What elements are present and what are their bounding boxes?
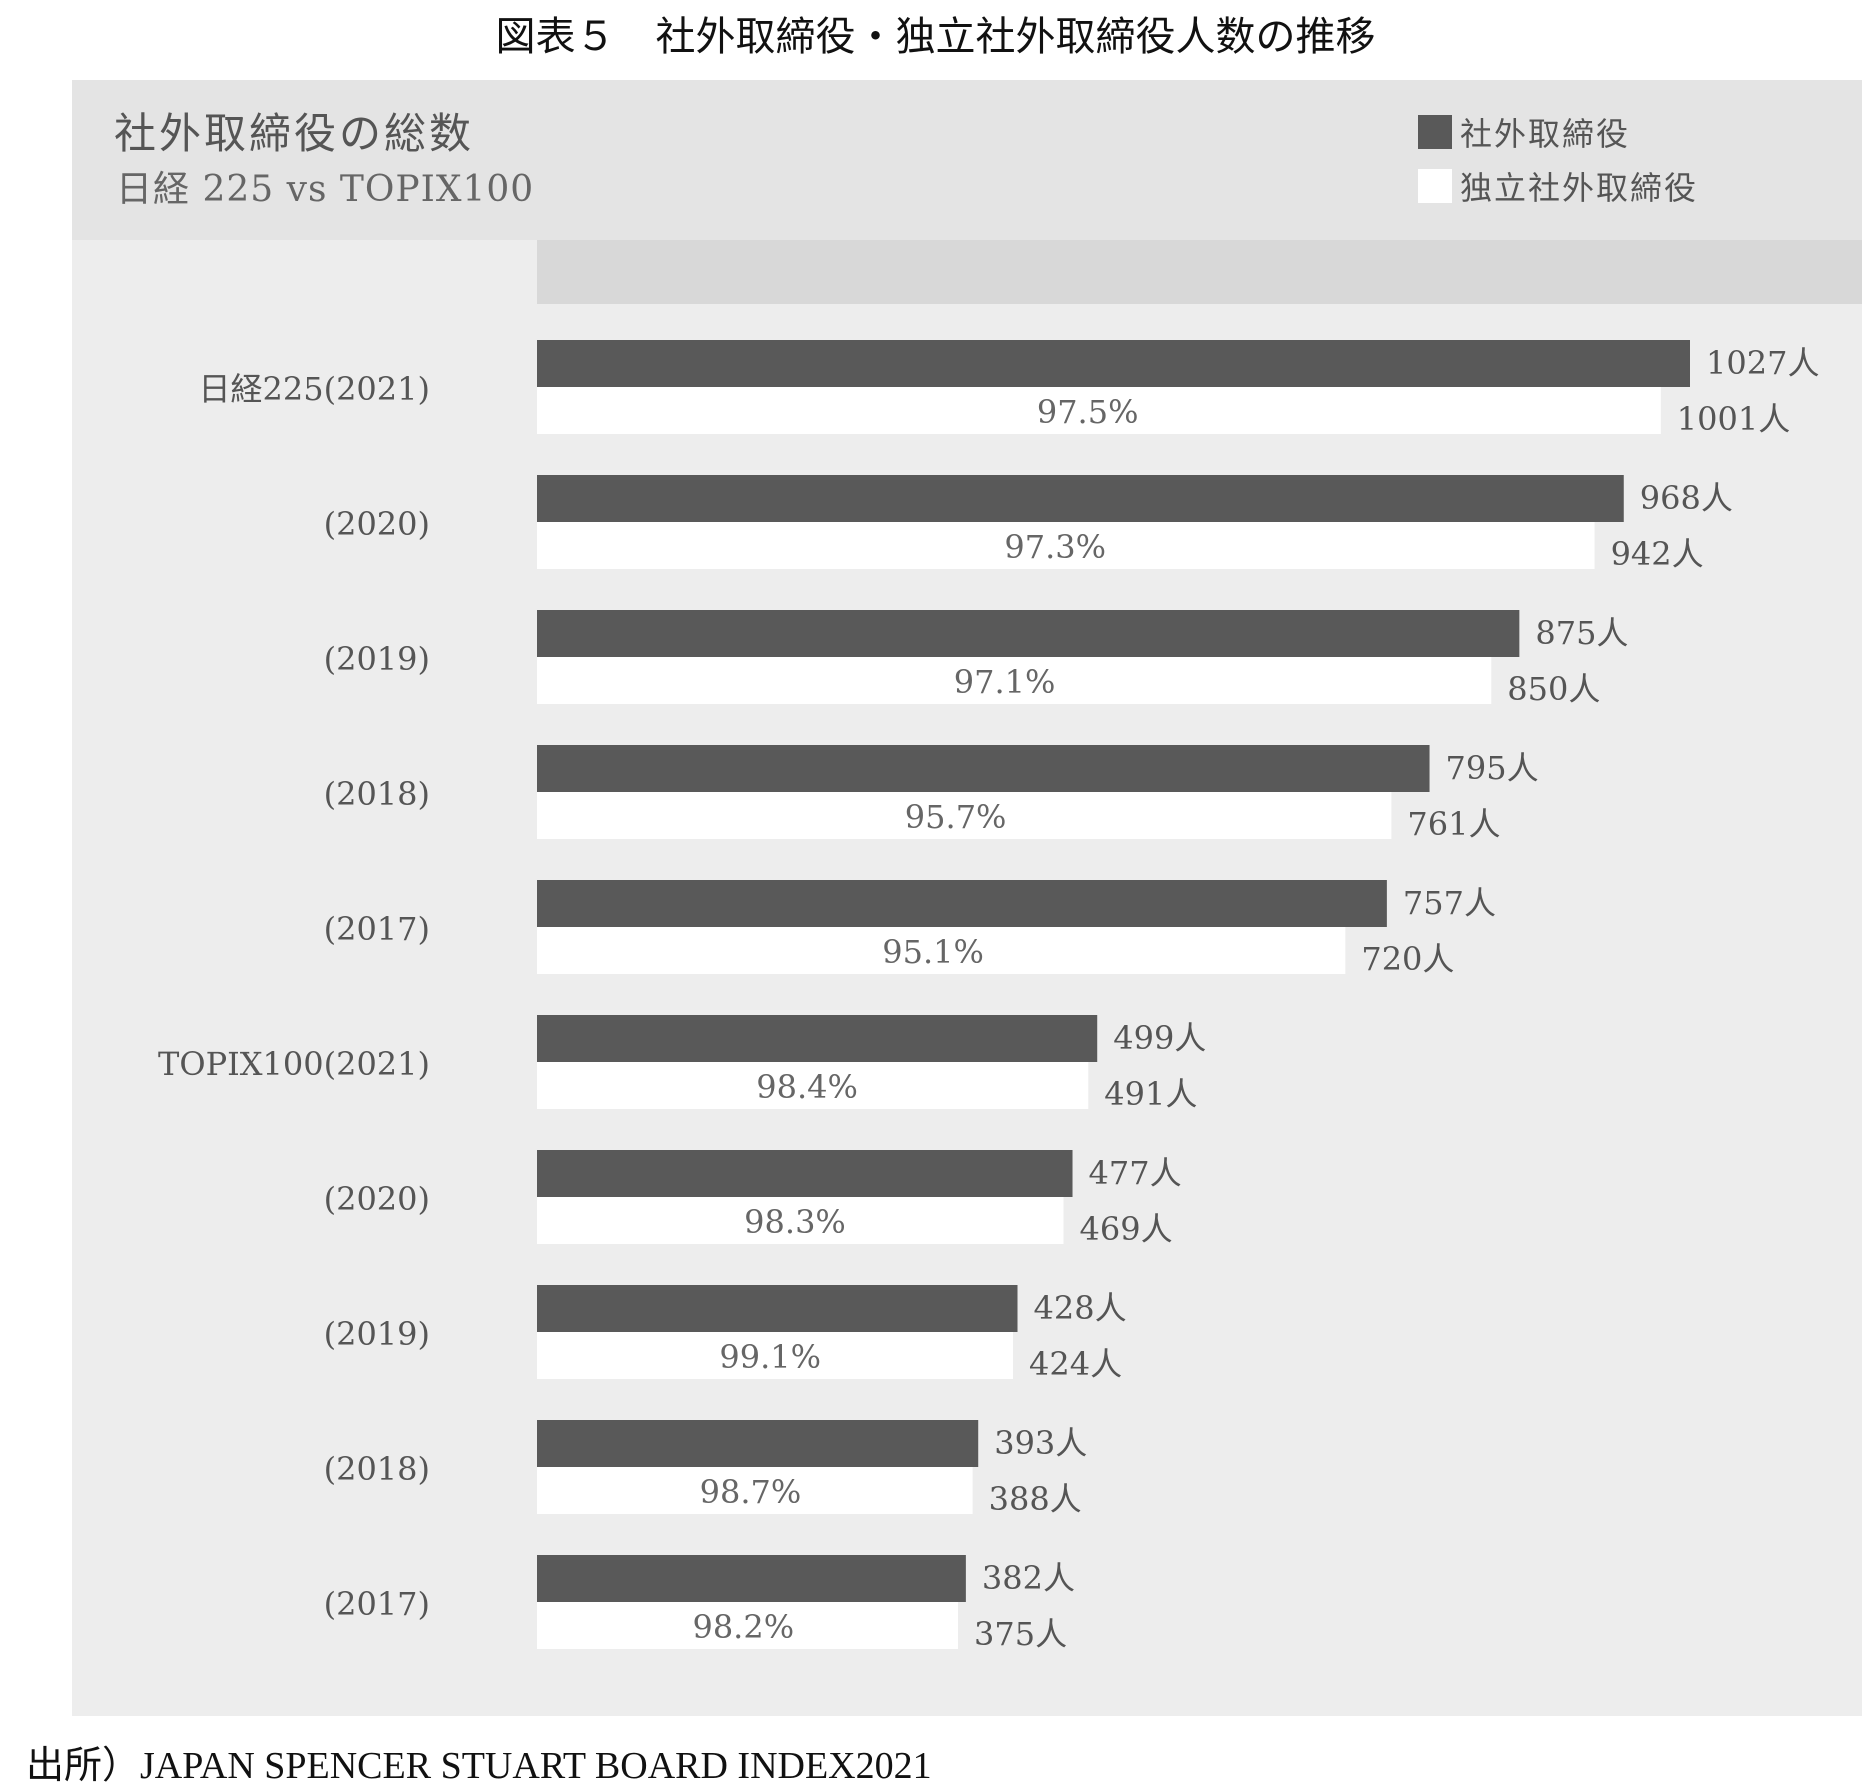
value-label-outside: 499人 xyxy=(1113,1019,1206,1057)
category-label: TOPIX100(2021) xyxy=(158,1045,430,1083)
ratio-label: 98.7% xyxy=(700,1473,802,1511)
value-label-independent: 469人 xyxy=(1080,1210,1173,1248)
value-label-independent: 491人 xyxy=(1104,1075,1197,1113)
bar-independent xyxy=(537,1330,1014,1379)
category-label: (2017) xyxy=(324,910,430,948)
bar-outside xyxy=(537,1015,1098,1062)
bar-independent xyxy=(537,655,1492,704)
value-label-independent: 761人 xyxy=(1407,805,1500,843)
ratio-label: 98.2% xyxy=(692,1608,794,1646)
ratio-label: 99.1% xyxy=(719,1338,821,1376)
value-label-outside: 1027人 xyxy=(1706,344,1819,382)
bar-independent xyxy=(537,520,1595,569)
value-label-independent: 942人 xyxy=(1611,535,1704,573)
figure-title: 図表５ 社外取締役・独立社外取締役人数の推移 xyxy=(495,14,1376,60)
legend-label-independent: 独立社外取締役 xyxy=(1460,169,1699,207)
category-label: (2018) xyxy=(324,1450,430,1488)
category-label: (2019) xyxy=(324,640,430,678)
category-label: 日経225(2021) xyxy=(199,370,431,408)
bar-outside xyxy=(537,610,1520,657)
source-note: 出所）JAPAN SPENCER STUART BOARD INDEX2021 xyxy=(26,1745,932,1787)
bar-outside xyxy=(537,745,1430,792)
bar-outside xyxy=(537,340,1690,387)
bar-outside xyxy=(537,880,1387,927)
legend-swatch-outside xyxy=(1418,115,1452,149)
bar-independent xyxy=(537,1060,1089,1109)
category-label: (2019) xyxy=(324,1315,430,1353)
value-label-outside: 795人 xyxy=(1446,749,1539,787)
category-label: (2020) xyxy=(324,505,430,543)
bar-independent xyxy=(537,385,1661,434)
value-label-outside: 968人 xyxy=(1640,479,1733,517)
bar-independent xyxy=(537,925,1346,974)
value-label-outside: 757人 xyxy=(1403,884,1496,922)
legend-label-outside: 社外取締役 xyxy=(1460,115,1631,153)
axis-strip xyxy=(537,240,1862,304)
ratio-label: 97.5% xyxy=(1037,393,1139,431)
value-label-independent: 424人 xyxy=(1029,1345,1122,1383)
value-label-independent: 850人 xyxy=(1507,670,1600,708)
bar-independent xyxy=(537,1195,1064,1244)
bar-outside xyxy=(537,475,1624,522)
ratio-label: 98.4% xyxy=(756,1068,858,1106)
legend-item-outside: 社外取締役 xyxy=(1418,112,1698,153)
ratio-label: 97.1% xyxy=(954,663,1056,701)
value-label-outside: 428人 xyxy=(1034,1289,1127,1327)
legend: 社外取締役 独立社外取締役 xyxy=(1418,112,1698,220)
value-label-outside: 382人 xyxy=(982,1559,1075,1597)
bar-outside xyxy=(537,1150,1073,1197)
category-label: (2020) xyxy=(324,1180,430,1218)
ratio-label: 95.7% xyxy=(905,798,1007,836)
value-label-outside: 477人 xyxy=(1089,1154,1182,1192)
ratio-label: 95.1% xyxy=(882,933,984,971)
legend-item-independent: 独立社外取締役 xyxy=(1418,166,1699,207)
bar-outside xyxy=(537,1285,1018,1332)
value-label-outside: 393人 xyxy=(994,1424,1087,1462)
bar-independent xyxy=(537,1465,973,1514)
value-label-independent: 375人 xyxy=(974,1615,1067,1653)
bar-outside xyxy=(537,1420,979,1467)
ratio-label: 97.3% xyxy=(1004,528,1106,566)
ratio-label: 98.3% xyxy=(744,1203,846,1241)
category-label: (2017) xyxy=(324,1585,430,1623)
chart-subtitle: 日経 225 vs TOPIX100 xyxy=(116,169,535,210)
bar-independent xyxy=(537,1600,959,1649)
value-label-independent: 720人 xyxy=(1361,940,1454,978)
value-label-independent: 388人 xyxy=(989,1480,1082,1518)
legend-swatch-independent xyxy=(1418,169,1452,203)
chart-title: 社外取締役の総数 xyxy=(114,109,475,158)
category-label: (2018) xyxy=(324,775,430,813)
value-label-independent: 1001人 xyxy=(1677,400,1790,438)
bar-independent xyxy=(537,790,1392,839)
bar-outside xyxy=(537,1555,966,1602)
chart-header-band xyxy=(72,80,1862,240)
value-label-outside: 875人 xyxy=(1535,614,1628,652)
